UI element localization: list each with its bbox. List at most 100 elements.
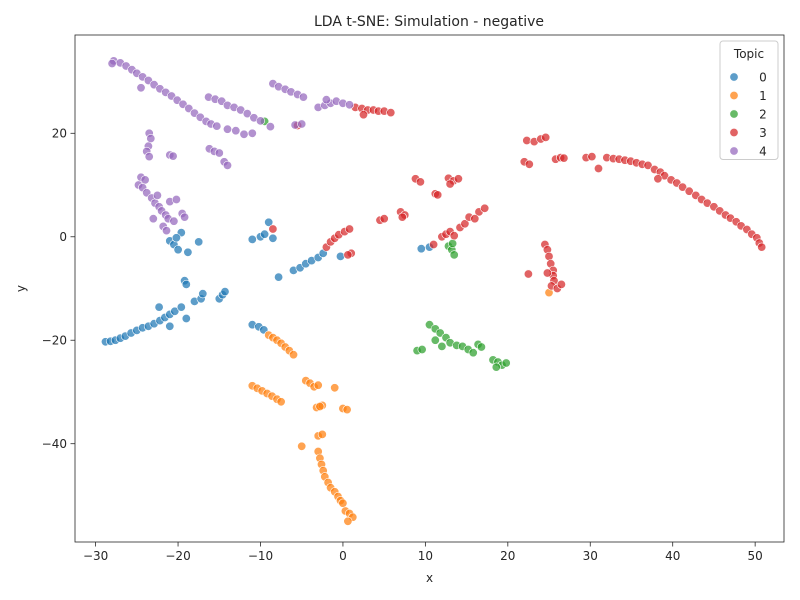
- data-point-topic-1: [317, 429, 327, 439]
- data-point-topic-0: [198, 289, 208, 299]
- data-point-topic-3: [453, 174, 463, 184]
- data-point-topic-0: [194, 237, 204, 247]
- data-point-topic-0: [220, 287, 230, 297]
- data-point-topic-3: [643, 160, 653, 170]
- legend-marker-0: [729, 72, 739, 82]
- data-point-topic-3: [470, 214, 480, 224]
- data-point-topic-3: [343, 250, 353, 260]
- data-point-topic-3: [544, 251, 554, 261]
- data-point-topic-4: [168, 151, 178, 161]
- data-point-topic-3: [559, 153, 569, 163]
- data-point-topic-4: [223, 160, 233, 170]
- data-point-topic-4: [344, 100, 354, 110]
- plot-frame: [74, 34, 785, 543]
- data-point-topic-0: [247, 234, 257, 244]
- legend-label-0: 0: [759, 70, 767, 84]
- data-point-topic-4: [169, 216, 179, 226]
- data-point-topic-2: [476, 342, 486, 352]
- data-point-topic-4: [144, 152, 154, 162]
- data-point-topic-4: [180, 212, 190, 222]
- data-point-topic-4: [242, 109, 252, 119]
- data-point-topic-2: [448, 239, 458, 249]
- legend-title: Topic: [733, 47, 764, 61]
- data-point-topic-4: [231, 126, 241, 136]
- data-point-topic-0: [173, 245, 183, 255]
- data-point-topic-3: [542, 268, 552, 278]
- data-point-topic-2: [491, 362, 501, 372]
- data-point-topic-1: [315, 401, 325, 411]
- data-point-topic-3: [587, 152, 597, 162]
- data-point-topic-2: [501, 358, 511, 368]
- data-point-topic-3: [379, 214, 389, 224]
- data-point-topic-1: [313, 380, 323, 390]
- data-point-topic-3: [757, 242, 767, 252]
- y-axis-label: y: [14, 285, 28, 292]
- data-point-topic-0: [170, 306, 180, 316]
- data-point-topic-2: [468, 348, 478, 358]
- data-point-topic-3: [593, 164, 603, 174]
- data-point-topic-3: [415, 177, 425, 187]
- data-point-topic-4: [146, 134, 156, 144]
- legend-marker-1: [729, 91, 739, 101]
- data-point-topic-0: [274, 272, 284, 282]
- data-point-topic-0: [268, 233, 278, 243]
- x-tick-label: 30: [583, 549, 598, 563]
- data-point-topic-4: [212, 121, 222, 131]
- data-point-topic-3: [480, 203, 490, 213]
- legend-marker-2: [729, 109, 739, 119]
- x-tick-label: 10: [418, 549, 433, 563]
- data-point-topic-3: [397, 212, 407, 222]
- x-axis-label: x: [426, 571, 433, 585]
- data-point-topic-4: [297, 119, 307, 129]
- y-tick-label: 0: [59, 230, 67, 244]
- x-tick-label: −20: [165, 549, 190, 563]
- legend-label-4: 4: [759, 144, 767, 158]
- data-point-topic-0: [416, 244, 426, 254]
- data-point-topic-2: [430, 335, 440, 345]
- data-point-topic-3: [429, 240, 439, 250]
- data-point-topic-0: [183, 247, 193, 257]
- x-tick-label: 50: [748, 549, 763, 563]
- data-point-topic-0: [181, 279, 191, 289]
- chart-title: LDA t-SNE: Simulation - negative: [314, 14, 544, 30]
- ticks-layer: −30 −20 −10 0 10 20 30 40 50 −40 −20 0 20: [42, 126, 763, 563]
- data-point-topic-4: [171, 195, 181, 205]
- data-point-topic-3: [386, 108, 396, 118]
- legend: Topic 0 1 2 3 4: [719, 40, 779, 160]
- data-point-topic-3: [684, 186, 694, 196]
- data-point-topic-1: [288, 350, 298, 360]
- data-point-topic-4: [223, 124, 233, 134]
- data-point-topic-4: [136, 83, 146, 93]
- x-tick-label: −10: [248, 549, 273, 563]
- legend-label-2: 2: [759, 107, 767, 121]
- data-point-topic-0: [335, 251, 345, 261]
- data-point-topic-3: [445, 179, 455, 189]
- data-point-topic-1: [276, 397, 286, 407]
- data-point-topic-1: [338, 498, 348, 508]
- data-point-topic-3: [358, 110, 368, 120]
- data-point-topic-4: [107, 58, 117, 68]
- data-point-topic-0: [165, 321, 175, 331]
- data-point-topic-0: [181, 313, 191, 323]
- data-point-topic-4: [298, 92, 308, 102]
- legend-label-1: 1: [759, 89, 767, 103]
- data-point-topic-1: [342, 405, 352, 415]
- data-point-topic-2: [417, 344, 427, 354]
- data-point-topic-0: [264, 217, 274, 227]
- data-point-topic-3: [460, 219, 470, 229]
- points-layer: [101, 56, 767, 526]
- x-tick-label: −30: [83, 549, 108, 563]
- data-point-topic-4: [265, 122, 275, 132]
- data-point-topic-1: [297, 441, 307, 451]
- x-tick-label: 20: [500, 549, 515, 563]
- data-point-topic-3: [522, 136, 532, 146]
- data-point-topic-0: [171, 233, 181, 243]
- y-tick-label: 20: [52, 126, 67, 140]
- data-point-topic-3: [678, 182, 688, 192]
- legend-marker-3: [729, 128, 739, 138]
- data-point-topic-2: [449, 250, 459, 260]
- data-point-topic-3: [449, 231, 459, 241]
- legend-items: 0 1 2 3 4: [729, 70, 767, 158]
- data-point-topic-4: [162, 226, 172, 236]
